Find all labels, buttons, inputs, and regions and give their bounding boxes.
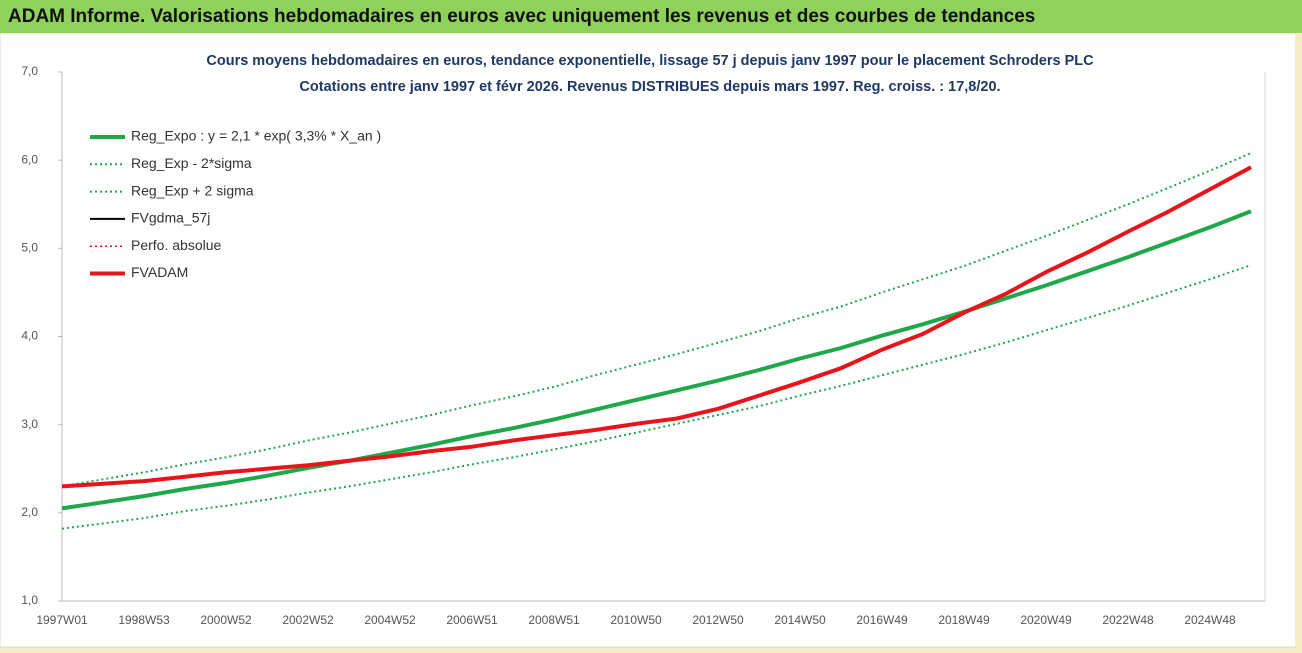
x-tick-label: 2004W52 [364, 613, 416, 627]
y-tick-label: 5,0 [21, 241, 38, 255]
y-tick-label: 1,0 [21, 593, 38, 607]
legend-label: Reg_Exp + 2 sigma [131, 182, 254, 198]
x-tick-label: 2018W49 [938, 613, 990, 627]
y-tick-label: 3,0 [21, 417, 38, 431]
y-tick-label: 2,0 [21, 505, 38, 519]
x-tick-label: 2008W51 [528, 613, 580, 627]
x-tick-label: 2016W49 [856, 613, 908, 627]
legend-label: Perfo. absolue [131, 237, 221, 253]
y-tick-label: 7,0 [21, 64, 38, 78]
x-tick-label: 1998W53 [118, 613, 170, 627]
legend-label: Reg_Expo : y = 2,1 * exp( 3,3% * X_an ) [131, 128, 381, 144]
series-line [61, 152, 1252, 488]
y-tick-label: 4,0 [21, 329, 38, 343]
series-line [61, 209, 1252, 511]
chart: Cours moyens hebdomadaires en euros, ten… [0, 33, 1296, 648]
chart-title: Cours moyens hebdomadaires en euros, ten… [206, 53, 1094, 69]
legend-label: Reg_Exp - 2*sigma [131, 155, 252, 171]
x-tick-label: 2012W50 [692, 613, 744, 627]
y-tick-label: 6,0 [21, 152, 38, 166]
x-tick-label: 2014W50 [774, 613, 826, 627]
x-tick-label: 1997W01 [36, 613, 88, 627]
chart-subtitle: Cotations entre janv 1997 et févr 2026. … [299, 79, 1000, 95]
legend-label: FVADAM [131, 264, 188, 280]
x-tick-label: 2000W52 [200, 613, 252, 627]
x-tick-label: 2024W48 [1184, 613, 1236, 627]
header-title: ADAM Informe. Valorisations hebdomadaire… [0, 0, 1302, 33]
x-tick-label: 2010W50 [610, 613, 662, 627]
series-line [61, 165, 1252, 489]
x-tick-label: 2020W49 [1020, 613, 1072, 627]
chart-area [0, 33, 1296, 648]
series-line [61, 264, 1252, 530]
x-tick-label: 2006W51 [446, 613, 498, 627]
x-tick-label: 2022W48 [1102, 613, 1154, 627]
legend-label: FVgdma_57j [131, 210, 210, 226]
x-tick-label: 2002W52 [282, 613, 334, 627]
